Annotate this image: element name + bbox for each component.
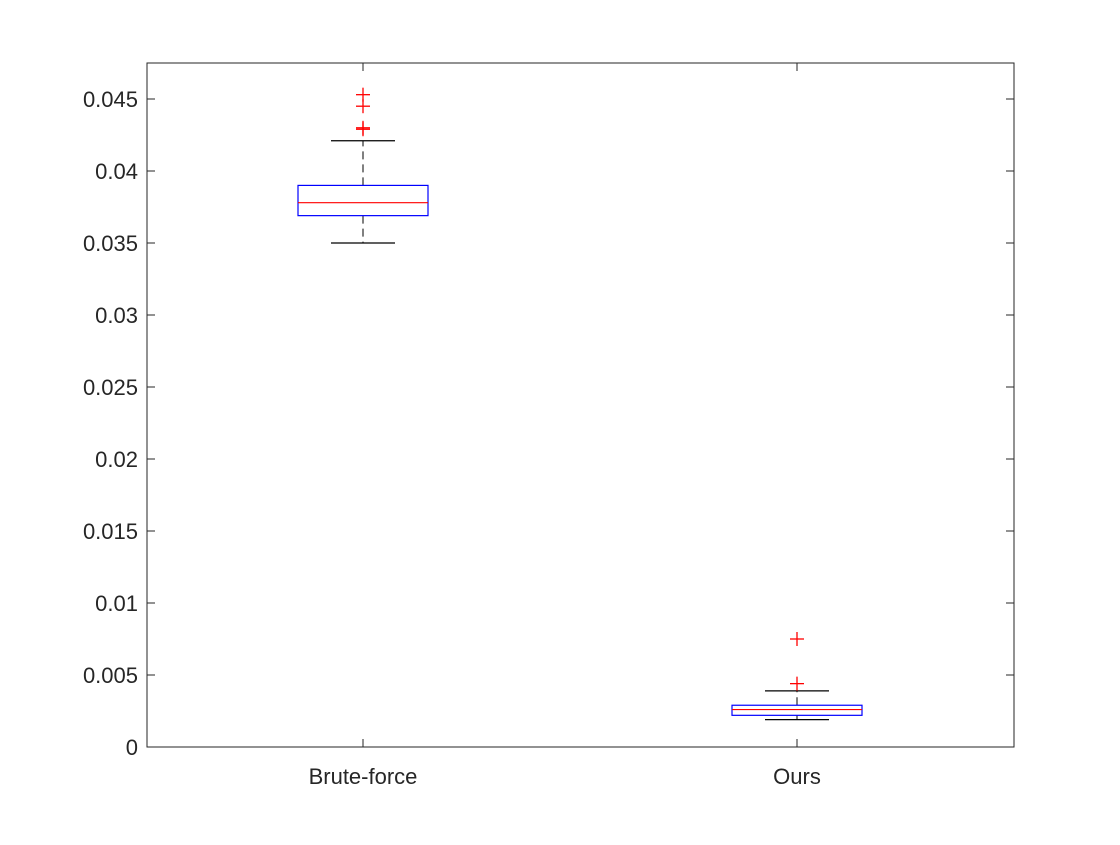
y-tick-label: 0.04 (95, 159, 138, 184)
y-tick-label: 0.005 (83, 663, 138, 688)
box-ours (731, 632, 863, 721)
outlier-marker (356, 120, 370, 135)
y-tick-label: 0.01 (95, 591, 138, 616)
outlier-marker (356, 87, 370, 102)
iqr-box (731, 704, 863, 716)
iqr-box (297, 184, 429, 217)
y-tick-label: 0.025 (83, 375, 138, 400)
y-tick-label: 0.045 (83, 87, 138, 112)
plot-area (146, 62, 1015, 748)
y-axis: 0 0.005 0.01 0.015 0.02 0.025 0.03 0.035 0.04 0.0… (83, 87, 1014, 760)
x-axis: Brute-force Ours (309, 63, 821, 789)
x-tick-label: Ours (773, 764, 821, 789)
y-tick-label: 0.02 (95, 447, 138, 472)
outlier-marker (790, 632, 804, 646)
boxes-layer (297, 87, 863, 721)
box-brute-force (297, 87, 429, 244)
y-tick-label: 0 (126, 735, 138, 760)
outlier-marker (790, 676, 804, 691)
y-tick-label: 0.035 (83, 231, 138, 256)
y-tick-label: 0.03 (95, 303, 138, 328)
y-tick-label: 0.015 (83, 519, 138, 544)
x-tick-label: Brute-force (309, 764, 418, 789)
